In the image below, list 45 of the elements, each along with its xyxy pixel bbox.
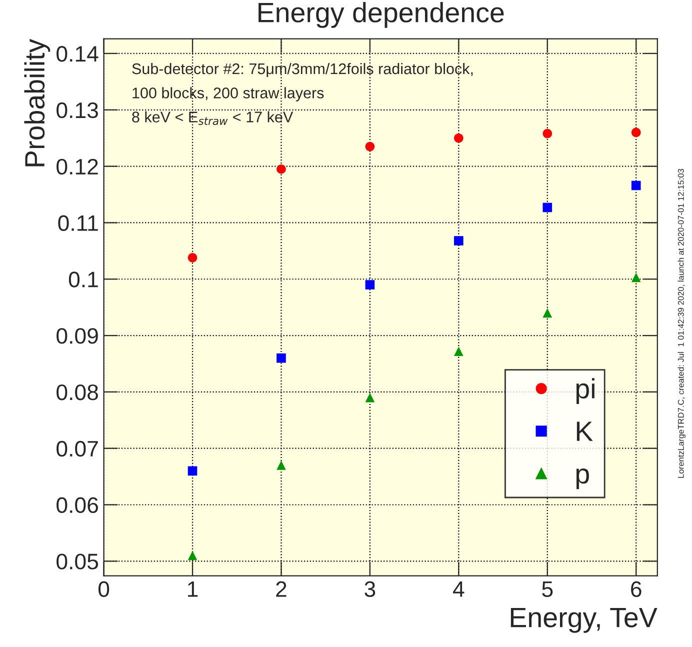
legend-label: pi	[576, 378, 594, 404]
x-axis-title: Energy, TeV	[510, 608, 658, 633]
x-tick-label: 6	[631, 581, 642, 598]
point	[542, 308, 552, 318]
point	[631, 128, 641, 138]
text: LorentzLargeTRD7.C, created: Jul 1 01:42:39 2020, launch at 2020-07-01 12:15:03	[678, 168, 686, 478]
x-tick-label: 3	[364, 581, 376, 598]
point	[188, 253, 198, 262]
point	[365, 142, 375, 152]
annotation: 8 keV < E$_{straw}$ < 17 keV	[132, 111, 294, 125]
y-tick-label: 0.07	[56, 440, 98, 457]
x-tick-label: 4	[453, 582, 464, 597]
y-tick-label: 0.06	[56, 497, 98, 514]
x-tick-label: 0	[98, 581, 110, 598]
point	[276, 460, 286, 470]
legend-label: K	[576, 422, 593, 441]
x-tick-label: 1	[188, 582, 198, 597]
x-tick-label: 2	[276, 581, 286, 597]
point	[276, 164, 286, 174]
y-tick-label: 0.12	[56, 158, 98, 175]
point	[454, 133, 464, 143]
y-tick-label: 0.1	[68, 272, 98, 288]
y-tick-label: 0.08	[56, 384, 98, 400]
point	[276, 353, 286, 363]
point	[188, 550, 198, 560]
point	[542, 128, 552, 138]
chart-title: Energy dependence	[258, 2, 504, 28]
point	[188, 466, 198, 476]
y-tick-label: 0.14	[56, 46, 98, 62]
y-axis-title: Probability	[24, 38, 50, 166]
annotation: 100 blocks, 200 straw layers	[132, 87, 324, 102]
y-tick-label: 0.11	[58, 215, 98, 231]
point	[365, 392, 375, 402]
annotation: Sub-detector #2: 75μm/3mm/12foils radiator block,	[132, 62, 473, 77]
x-tick-label: 5	[542, 582, 553, 598]
legend-label: p	[576, 468, 589, 490]
point	[365, 280, 375, 290]
y-tick-label: 0.09	[56, 328, 98, 344]
point	[631, 272, 641, 282]
point	[454, 236, 464, 246]
point	[542, 202, 552, 212]
y-tick-label: 0.13	[56, 102, 98, 118]
point	[631, 180, 641, 190]
y-tick-label: 0.05	[56, 554, 98, 570]
point	[454, 346, 464, 356]
